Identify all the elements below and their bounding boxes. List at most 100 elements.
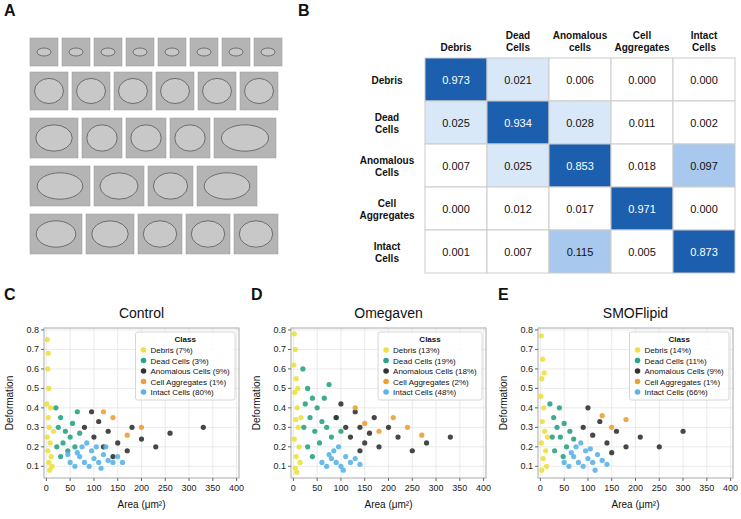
- cell-label: 0.018: [628, 160, 656, 172]
- panel-letter: D: [251, 286, 263, 303]
- scatter-point: [590, 460, 595, 465]
- grid-line: [538, 407, 733, 408]
- scatter-point: [542, 429, 547, 434]
- tick-label: 400: [476, 483, 491, 493]
- tick-label: 50: [312, 483, 322, 493]
- scatter-point: [372, 415, 377, 420]
- heatmap-cell: [425, 187, 487, 230]
- scatter-point: [569, 450, 574, 455]
- cell-image: [156, 72, 194, 110]
- tick-label: 250: [652, 483, 667, 493]
- tick-label: 0.4: [520, 403, 533, 413]
- scatter-point: [98, 466, 103, 471]
- cell-shape: [204, 173, 250, 199]
- tick-label: 400: [229, 483, 244, 493]
- grid-line: [317, 328, 318, 478]
- tick-label: 0.2: [520, 442, 533, 452]
- heatmap-cell: [673, 144, 735, 187]
- text-line: Anomalous: [360, 155, 415, 166]
- cell-shape: [133, 48, 147, 56]
- scatter-point: [45, 366, 50, 371]
- scatter-point: [348, 460, 353, 465]
- grid-line: [291, 446, 486, 447]
- scatter-point: [53, 405, 58, 410]
- cell-shape: [143, 221, 176, 247]
- scatter-point: [44, 401, 49, 406]
- legend-marker: [635, 379, 641, 385]
- scatter-point: [558, 434, 563, 439]
- tick-mark: [293, 478, 294, 481]
- scatter-point: [82, 425, 87, 430]
- scatter-point: [96, 460, 101, 465]
- scatter-point: [303, 401, 308, 406]
- column-header: DeadCells: [506, 30, 531, 53]
- plot-frame: [538, 328, 733, 478]
- grid-line: [291, 407, 486, 408]
- scatter-point: [547, 401, 552, 406]
- text-line: Cell: [378, 198, 397, 209]
- scatter-point: [110, 415, 115, 420]
- scatter-point: [94, 444, 99, 449]
- tick-mark: [288, 368, 291, 369]
- scatter-point: [544, 464, 549, 469]
- tick-label: 200: [134, 483, 149, 493]
- tick-label: 0.8: [273, 325, 286, 335]
- cell-shape: [239, 221, 272, 247]
- text-line: Cells: [375, 124, 399, 135]
- heatmap-cell: [425, 58, 487, 101]
- legend-entry: Anomalous Cells (18%): [393, 367, 477, 376]
- tick-mark: [535, 349, 538, 350]
- legend-entry: Anomalous Cells (9%): [645, 367, 724, 376]
- heatmap-cell: [673, 101, 735, 144]
- scatter-point: [585, 456, 590, 461]
- tick-label: 0.7: [26, 344, 39, 354]
- tick-label: 0.6: [520, 364, 533, 374]
- legend-title: Class: [669, 335, 691, 344]
- text-line: Aggregates: [359, 210, 414, 221]
- scatter-point: [298, 415, 303, 420]
- scatter-point: [336, 444, 341, 449]
- tick-label: 0.7: [520, 344, 533, 354]
- tick-label: 0.1: [520, 461, 533, 471]
- axis-title: Deformation: [498, 376, 509, 430]
- scatter-point: [68, 434, 73, 439]
- scatter-point: [63, 429, 68, 434]
- scatter-point: [552, 448, 557, 453]
- cell-label: 0.012: [504, 203, 532, 215]
- tick-mark: [635, 478, 636, 481]
- scatter-point: [597, 419, 602, 424]
- legend-entry: Debris (14%): [645, 346, 692, 355]
- legend-box: [630, 332, 729, 400]
- scatter-point: [357, 425, 362, 430]
- scatter-point: [604, 440, 609, 445]
- scatter-point: [125, 448, 130, 453]
- scatter-point: [592, 468, 597, 473]
- tick-mark: [288, 407, 291, 408]
- cell-shape: [100, 173, 138, 199]
- scatter-point: [538, 394, 543, 399]
- tick-label: 300: [182, 483, 197, 493]
- legend-entry: Dead Cells (11%): [645, 357, 707, 366]
- scatter-point: [448, 434, 453, 439]
- scatter-point: [58, 454, 63, 459]
- scatter-point: [334, 415, 339, 420]
- column-header: Debris: [440, 42, 472, 53]
- tick-label: 0.7: [273, 344, 286, 354]
- cell-label: 0.115: [567, 246, 594, 258]
- cell-shape: [229, 48, 243, 56]
- tick-label: 0.8: [520, 325, 533, 335]
- scatter-point: [300, 366, 305, 371]
- scatter-point: [47, 425, 52, 430]
- scatter-point: [545, 434, 550, 439]
- scatter-point: [353, 456, 358, 461]
- cell-image: [234, 214, 278, 254]
- legend-entry: Dead Cells (3%): [151, 357, 210, 366]
- scatter-point: [115, 440, 120, 445]
- scatter-point: [590, 433, 595, 438]
- cell-shape: [165, 48, 179, 56]
- cell-shape: [36, 221, 76, 247]
- scatter-point: [623, 444, 628, 449]
- cell-label: 0.006: [566, 74, 594, 86]
- scatter-point: [561, 454, 566, 459]
- scatter-point: [48, 440, 53, 445]
